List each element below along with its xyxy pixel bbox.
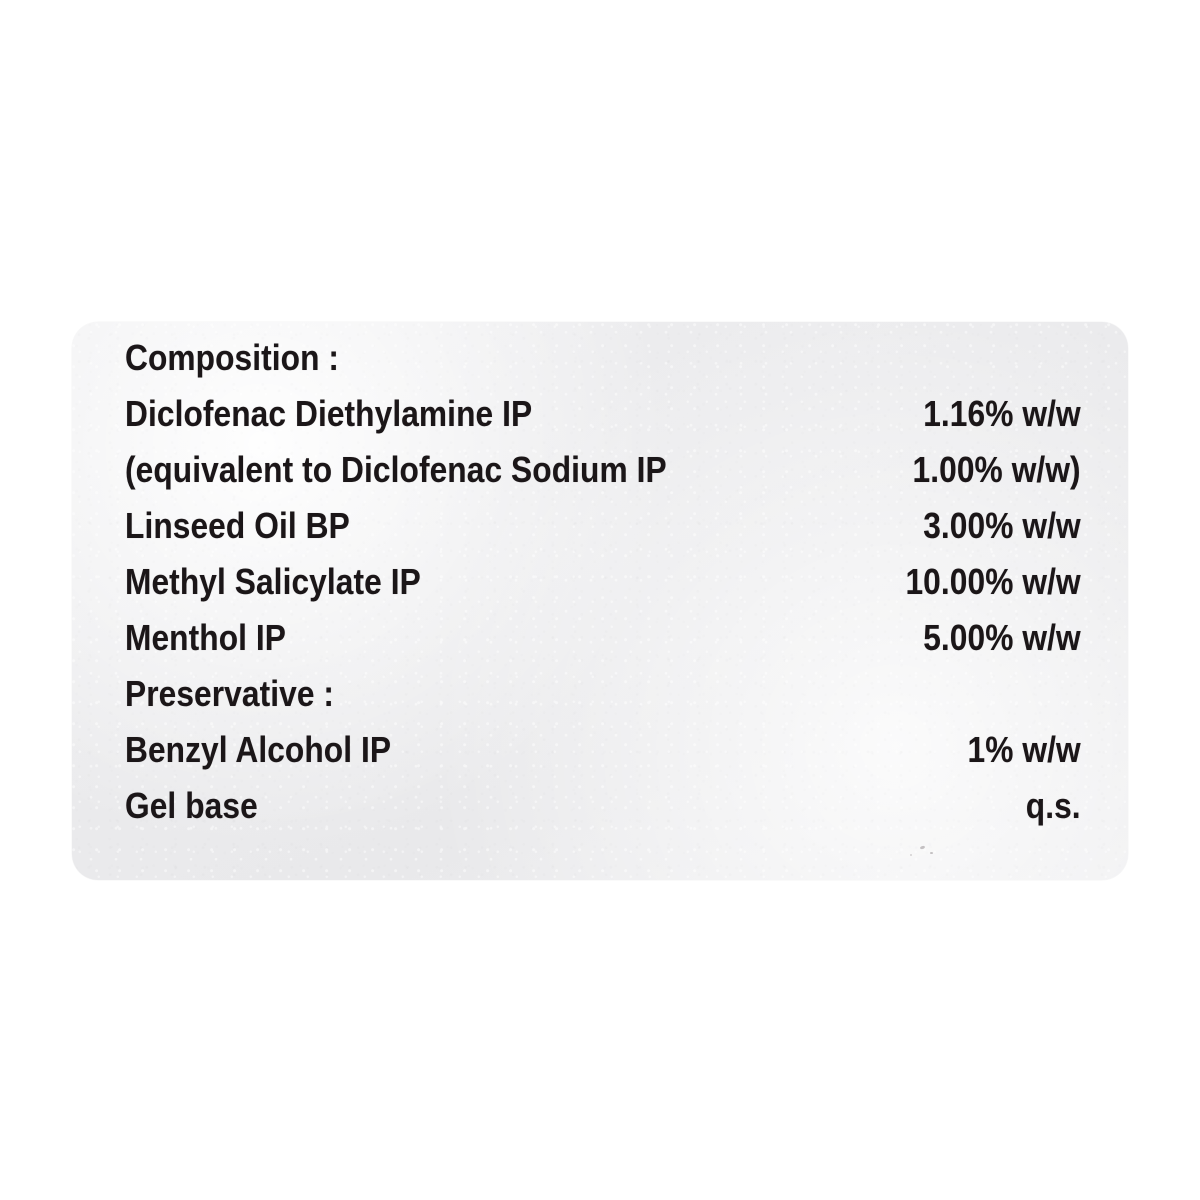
ingredient-name: Diclofenac Diethylamine IP — [125, 393, 533, 434]
ingredient-name: Menthol IP — [125, 617, 287, 658]
ingredient-value: q.s. — [1025, 785, 1081, 826]
product-composition-label: Composition : Diclofenac Diethylamine IP… — [72, 322, 1128, 880]
ingredient-value: 1% w/w — [967, 729, 1081, 770]
dot-leader — [396, 761, 959, 762]
print-speckle — [919, 845, 926, 850]
print-speckle — [930, 852, 933, 854]
ingredient-value: 5.00% w/w — [923, 617, 1081, 658]
ingredient-value: 10.00% w/w — [905, 561, 1081, 602]
dot-leader — [672, 481, 905, 482]
composition-list: Composition : Diclofenac Diethylamine IP… — [125, 330, 1081, 834]
ingredient-value: 1.16% w/w — [923, 393, 1081, 434]
composition-heading-label: Composition : — [125, 337, 340, 378]
ingredient-value: 3.00% w/w — [923, 505, 1081, 546]
ingredient-name: Benzyl Alcohol IP — [125, 729, 392, 770]
composition-heading-row: Composition : — [125, 330, 1081, 386]
ingredient-row-diclofenac-diethylamine: Diclofenac Diethylamine IP 1.16% w/w — [125, 386, 1081, 442]
ingredient-row-diclofenac-sodium-equivalent: (equivalent to Diclofenac Sodium IP 1.00… — [125, 442, 1081, 498]
ingredient-name: Gel base — [125, 785, 258, 826]
ingredient-name: (equivalent to Diclofenac Sodium IP — [125, 449, 667, 490]
dot-leader — [263, 817, 1018, 818]
ingredient-name: Linseed Oil BP — [125, 505, 350, 546]
ingredient-row-gel-base: Gel base q.s. — [125, 778, 1081, 834]
ingredient-row-methyl-salicylate: Methyl Salicylate IP 10.00% w/w — [125, 554, 1081, 610]
ingredient-row-menthol: Menthol IP 5.00% w/w — [125, 610, 1081, 666]
preservative-heading-row: Preservative : — [125, 666, 1081, 722]
ingredient-row-linseed-oil: Linseed Oil BP 3.00% w/w — [125, 498, 1081, 554]
preservative-heading-label: Preservative : — [125, 673, 335, 714]
dot-leader — [538, 425, 916, 426]
ingredient-name: Methyl Salicylate IP — [125, 561, 421, 602]
print-speckle — [910, 854, 912, 856]
ingredient-value: 1.00% w/w) — [912, 449, 1081, 490]
dot-leader — [426, 593, 897, 594]
ingredient-row-benzyl-alcohol: Benzyl Alcohol IP 1% w/w — [125, 722, 1081, 778]
dot-leader — [291, 649, 915, 650]
dot-leader — [355, 537, 915, 538]
